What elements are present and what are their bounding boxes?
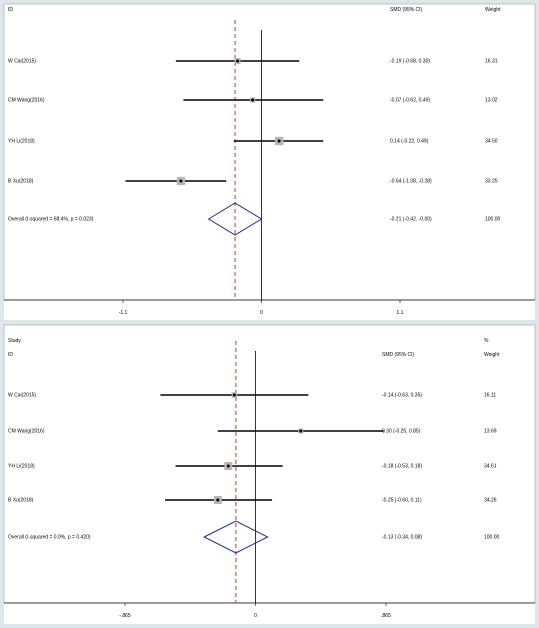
study-ci-text: 0.30 (-0.25, 0.85) — [382, 429, 421, 435]
header-effect: SMD (95% CI) — [390, 7, 423, 13]
study-label: YH Li(2018) — [8, 139, 35, 145]
header-weight: Weight — [485, 7, 501, 13]
study-weight-text: 34.26 — [484, 498, 497, 504]
point-estimate — [226, 464, 230, 468]
study-label: W Cai(2015) — [8, 59, 36, 65]
header-study: Study — [8, 338, 21, 344]
header-weight-pct: % — [484, 338, 489, 344]
axis-area — [4, 603, 535, 624]
plot-area — [3, 324, 536, 604]
study-label: CM Wang(2016) — [8, 429, 45, 435]
header-id: ID — [8, 352, 13, 358]
study-label: B Xu(2018) — [8, 498, 34, 504]
header-weight: Weight — [484, 352, 500, 358]
overall-label: Overall (I-squared = 0.0%, p = 0.420) — [8, 535, 91, 541]
study-weight-text: 16.11 — [484, 393, 496, 399]
point-estimate — [236, 59, 240, 63]
study-label: CM Wang(2016) — [8, 98, 45, 104]
point-estimate — [299, 429, 303, 433]
header-id: ID — [8, 7, 13, 13]
study-ci-text: -0.25 (-0.60, 0.11) — [382, 498, 422, 504]
x-tick-label: -1.1 — [119, 310, 128, 316]
forest-panel-1: ID SMD (95% CI) Weight W Cai(2015) -0.19 (-0… — [3, 3, 536, 320]
study-label: W Cai(2015) — [8, 393, 36, 399]
study-ci-text: -0.07 (-0.62, 0.49) — [390, 98, 430, 104]
plot-area — [3, 3, 536, 301]
x-tick-label: 0 — [260, 310, 263, 316]
study-label: B Xu(2018) — [8, 179, 34, 185]
x-tick-label: 0 — [254, 613, 257, 619]
point-estimate — [232, 393, 236, 397]
study-ci-text: -0.64 (-1.08, -0.28) — [390, 179, 432, 185]
overall-weight-text: 100.00 — [485, 217, 501, 223]
overall-label: Overall (I-squared = 68.4%, p = 0.023) — [8, 217, 94, 223]
overall-ci-text: -0.21 (-0.42, -0.00) — [390, 217, 432, 223]
point-estimate — [179, 179, 183, 183]
point-estimate — [277, 139, 281, 143]
point-estimate — [251, 98, 255, 102]
study-weight-text: 13.02 — [485, 98, 498, 104]
study-weight-text: 34.61 — [484, 464, 497, 470]
x-tick-label: .865 — [381, 613, 391, 619]
overall-weight-text: 100.00 — [484, 535, 500, 541]
study-ci-text: -0.19 (-0.68, 0.30) — [390, 59, 430, 65]
study-ci-text: -0.18 (-0.53, 0.18) — [382, 464, 422, 470]
x-tick-label: -.865 — [119, 613, 131, 619]
study-label: YH Li(2018) — [8, 464, 35, 470]
study-ci-text: -0.14 (-0.63, 0.35) — [382, 393, 422, 399]
study-weight-text: 34.50 — [485, 139, 498, 145]
axis-area — [4, 300, 535, 320]
point-estimate — [216, 498, 220, 502]
study-ci-text: 0.14 (-0.22, 0.49) — [390, 139, 429, 145]
overall-diamond — [203, 520, 269, 554]
overall-diamond — [207, 202, 263, 236]
overall-ci-text: -0.13 (-0.34, 0.08) — [382, 535, 422, 541]
x-tick-label: 1.1 — [397, 310, 404, 316]
forest-panel-2: Study ID SMD (95% CI)% Weight W Cai(2015) -0.… — [3, 324, 536, 624]
study-weight-text: 33.25 — [485, 179, 498, 185]
study-weight-text: 13.69 — [484, 429, 497, 435]
header-effect: SMD (95% CI) — [382, 352, 415, 358]
study-weight-text: 16.31 — [485, 59, 498, 65]
